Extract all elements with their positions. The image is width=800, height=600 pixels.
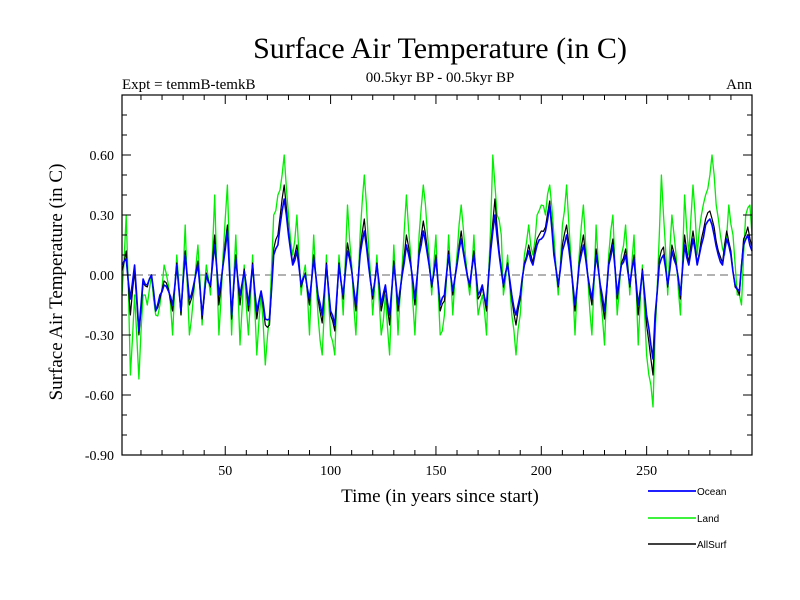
y-tick-label: 0.30 [90,209,115,224]
legend-label-allsurf: AllSurf [697,540,727,551]
series-group [121,154,753,408]
x-axis: 50 100 150 200 250 [140,95,732,479]
legend-label-ocean: Ocean [697,487,726,498]
y-tick-label: -0.90 [85,449,114,464]
y-tick-label: -0.60 [85,389,114,404]
plot-area: 50 100 150 200 250 -0.90 -0.60 -0.30 0.00 0.30 0.… [85,94,753,479]
legend: Ocean Land AllSurf [648,487,727,551]
y-axis: -0.90 -0.60 -0.30 0.00 0.30 0.60 [85,94,752,464]
x-tick-label: 250 [636,464,657,479]
y-tick-label: -0.30 [85,329,114,344]
subtitle-season: Ann [726,77,752,93]
subtitle-experiment: Expt = temmB-temkB [122,77,255,93]
x-tick-label: 50 [218,464,232,479]
x-axis-label: Time (in years since start) [341,486,539,507]
subtitle-period: 00.5kyr BP - 00.5kyr BP [366,70,515,86]
x-tick-label: 200 [531,464,552,479]
series-line-ocean [121,198,753,360]
x-tick-label: 100 [320,464,341,479]
chart-title: Surface Air Temperature (in C) [253,32,627,65]
legend-label-land: Land [697,514,719,525]
y-tick-label: 0.60 [90,149,115,164]
x-tick-label: 150 [425,464,446,479]
y-axis-label: Surface Air Temperature (in C) [46,164,67,401]
y-tick-label: 0.00 [90,269,115,284]
